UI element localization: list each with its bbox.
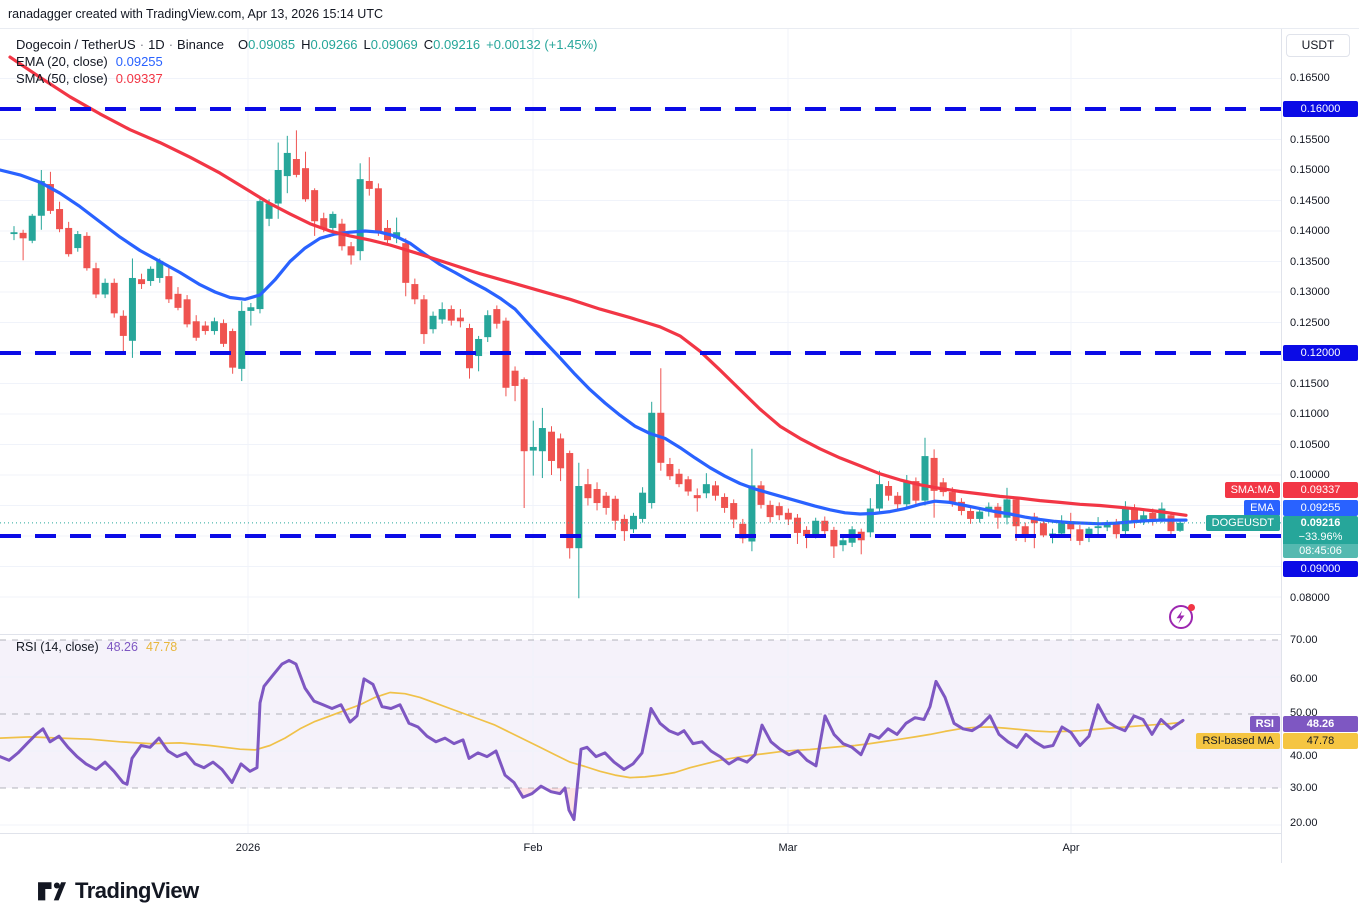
last-price-badge: 0.09216 −33.96% 08:45:06 xyxy=(1283,516,1358,558)
price-axis-tick: 0.11000 xyxy=(1290,408,1329,420)
symbol-legend: Dogecoin / TetherUS · 1D · Binance O0.09085 H0… xyxy=(16,36,597,87)
ohlc-value: 0.09266 xyxy=(310,37,358,52)
price-axis-tick: 0.13500 xyxy=(1290,256,1330,268)
ema-legend-value: 0.09255 xyxy=(115,54,163,69)
rsi-axis-tick: 40.00 xyxy=(1290,750,1318,762)
tradingview-logo-icon[interactable] xyxy=(37,878,66,903)
currency-toggle-button[interactable]: USDT xyxy=(1286,34,1350,57)
price-change-percent: −33.96% xyxy=(1298,531,1343,543)
rsi-pane[interactable] xyxy=(0,635,1281,833)
rsi-value-badge: 48.26 xyxy=(1283,716,1358,732)
ohlc-key: H xyxy=(301,37,311,52)
rsi-floating-label: RSI xyxy=(1249,716,1280,732)
rsi-axis-tick: 20.00 xyxy=(1290,817,1318,829)
sma-legend-label: SMA (50, close) xyxy=(16,71,108,86)
ohlc-value: 0.09216 xyxy=(433,37,481,52)
lightning-icon xyxy=(1176,610,1185,624)
sma-price-badge: 0.09337 xyxy=(1283,482,1358,498)
price-axis-tick: 0.12500 xyxy=(1290,317,1330,329)
rsi-ma-value-badge: 47.78 xyxy=(1283,733,1358,749)
notification-dot xyxy=(1188,604,1195,611)
ohlc-key: C xyxy=(423,37,434,52)
price-axis-tick: 0.14500 xyxy=(1290,195,1330,207)
ohlc-values: O0.09085 H0.09266 L0.09069 C0.09216 +0.00132… xyxy=(232,37,597,52)
ohlc-key: O xyxy=(238,37,249,52)
tradingview-logo-text[interactable]: TradingView xyxy=(75,877,199,903)
price-axis-tick: 0.08000 xyxy=(1290,592,1330,604)
price-pane[interactable] xyxy=(0,29,1281,633)
price-change-legend: +0.00132 (+1.45%) xyxy=(486,37,598,52)
symbol-floating-label: DOGEUSDT xyxy=(1205,515,1280,531)
price-axis-tick: 0.13000 xyxy=(1290,286,1330,298)
level-price-badge: 0.16000 xyxy=(1283,101,1358,117)
ohlc-value: 0.09085 xyxy=(248,37,296,52)
attribution-text: ranadagger created with TradingView.com,… xyxy=(8,7,383,21)
rsi-legend-label: RSI (14, close) xyxy=(16,640,99,654)
price-axis-tick: 0.10000 xyxy=(1290,469,1330,481)
ohlc-key: L xyxy=(363,37,371,52)
price-axis-tick: 0.15000 xyxy=(1290,164,1330,176)
price-axis-tick: 0.14000 xyxy=(1290,225,1330,237)
flash-icon xyxy=(1169,605,1193,629)
exchange-label[interactable]: Binance xyxy=(177,37,225,52)
flash-events-button[interactable] xyxy=(1169,604,1196,631)
interval-label[interactable]: 1D xyxy=(148,37,165,52)
price-axis[interactable]: USDT 0.16500 0.15500 0.15000 0.14500 0.14000… xyxy=(1281,29,1359,863)
time-axis-label: Apr xyxy=(1062,842,1080,854)
ema-floating-label: EMA xyxy=(1244,500,1280,516)
rsi-ma-floating-label: RSI-based MA xyxy=(1196,733,1280,749)
ohlc-value: 0.09069 xyxy=(370,37,418,52)
ema-legend-row[interactable]: EMA (20, close) 0.09255 xyxy=(16,53,597,70)
price-axis-tick: 0.10500 xyxy=(1290,439,1330,451)
attribution-bar: ranadagger created with TradingView.com,… xyxy=(0,0,1359,28)
sma-floating-label: SMA:MA xyxy=(1224,482,1280,498)
footer: TradingView xyxy=(0,862,1359,919)
symbol-row[interactable]: Dogecoin / TetherUS · 1D · Binance O0.09085 H0… xyxy=(16,37,598,52)
bar-close-countdown: 08:45:06 xyxy=(1283,544,1358,558)
symbol-name[interactable]: Dogecoin / TetherUS xyxy=(16,37,136,52)
last-price-value: 0.09216 xyxy=(1300,517,1341,529)
rsi-axis-tick: 70.00 xyxy=(1290,634,1318,646)
time-axis-label: 2026 xyxy=(235,842,261,854)
sma-legend-value: 0.09337 xyxy=(115,71,163,86)
time-axis[interactable]: 2026 Feb Mar Apr xyxy=(0,833,1281,863)
rsi-axis-tick: 30.00 xyxy=(1290,782,1318,794)
sma-legend-row[interactable]: SMA (50, close) 0.09337 xyxy=(16,70,597,87)
time-axis-label: Mar xyxy=(778,842,798,854)
price-axis-tick: 0.15500 xyxy=(1290,134,1330,146)
price-axis-tick: 0.11500 xyxy=(1290,378,1329,390)
price-axis-tick: 0.16500 xyxy=(1290,72,1330,84)
ema-legend-label: EMA (20, close) xyxy=(16,54,108,69)
pane-separator[interactable] xyxy=(0,634,1281,635)
chart-area[interactable]: Dogecoin / TetherUS · 1D · Binance O0.09085 H0… xyxy=(0,28,1359,863)
time-axis-label: Feb xyxy=(523,842,543,854)
level-price-badge: 0.09000 xyxy=(1283,561,1358,577)
ema-price-badge: 0.09255 xyxy=(1283,500,1358,516)
rsi-ma-legend-value: 47.78 xyxy=(145,640,178,654)
rsi-legend-row[interactable]: RSI (14, close) 48.26 47.78 xyxy=(16,640,177,654)
rsi-legend-value: 48.26 xyxy=(106,640,138,654)
rsi-axis-tick: 60.00 xyxy=(1290,673,1318,685)
level-price-badge: 0.12000 xyxy=(1283,345,1358,361)
